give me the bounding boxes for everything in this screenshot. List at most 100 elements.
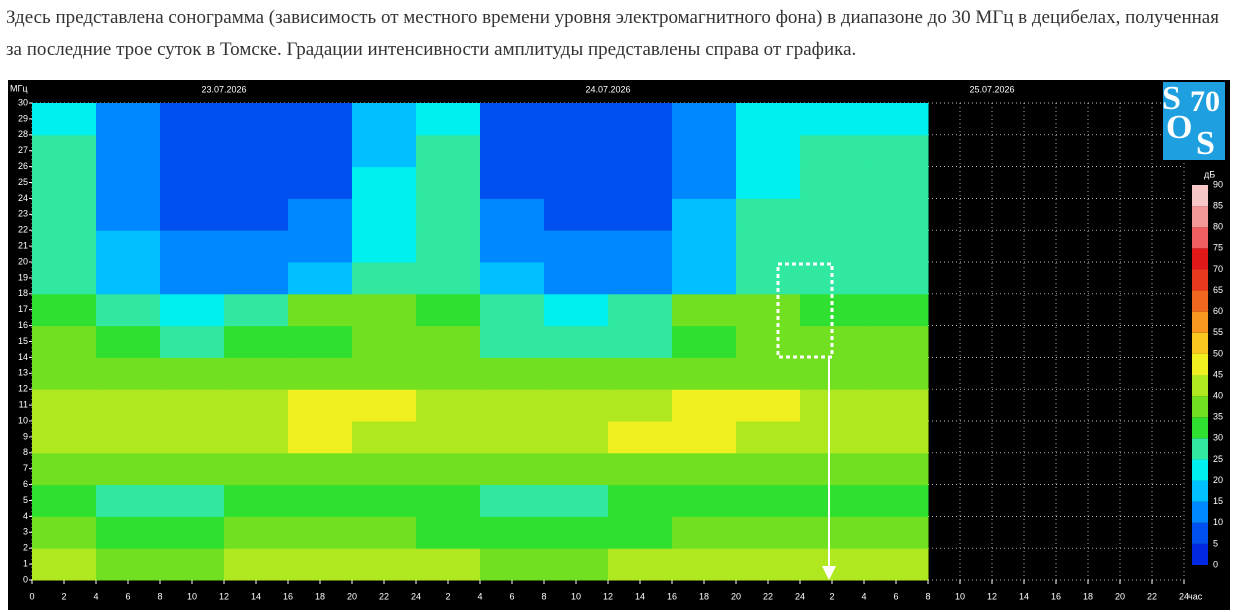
x-tick-label: 16 bbox=[667, 591, 677, 601]
x-tick-label: 24 bbox=[1179, 591, 1189, 601]
heatmap-cell bbox=[352, 452, 417, 486]
heatmap-cell bbox=[416, 357, 481, 390]
x-tick-label: 14 bbox=[1019, 591, 1029, 601]
heatmap-cell bbox=[416, 230, 481, 263]
colorbar-label: 30 bbox=[1213, 433, 1223, 443]
x-tick-label: 14 bbox=[635, 591, 645, 601]
x-tick-label: 4 bbox=[477, 591, 482, 601]
colorbar-swatch bbox=[1192, 227, 1208, 249]
y-tick-label: 27 bbox=[18, 145, 28, 155]
heatmap-cell bbox=[480, 484, 545, 517]
date-label: 23.07.2026 bbox=[201, 84, 246, 94]
heatmap-cell bbox=[608, 166, 673, 199]
heatmap-cell bbox=[480, 389, 545, 422]
heatmap-cell bbox=[800, 230, 865, 263]
heatmap-cell bbox=[160, 357, 225, 390]
heatmap-cell bbox=[352, 516, 417, 549]
x-tick-label: 6 bbox=[509, 591, 514, 601]
heatmap-cell bbox=[288, 134, 353, 168]
heatmap-cell bbox=[864, 452, 929, 486]
heatmap-cell bbox=[224, 293, 289, 327]
heatmap-cell bbox=[32, 134, 97, 168]
heatmap-cell bbox=[800, 357, 865, 390]
y-tick-label: 1 bbox=[23, 558, 28, 568]
y-tick-label: 29 bbox=[18, 113, 28, 123]
heatmap-cell bbox=[32, 421, 97, 454]
heatmap-cell bbox=[224, 262, 289, 295]
heatmap-cell bbox=[32, 166, 97, 199]
colorbar-swatch bbox=[1192, 332, 1208, 354]
y-tick-label: 24 bbox=[18, 193, 28, 203]
heatmap-cell bbox=[864, 484, 929, 517]
heatmap-cell bbox=[544, 134, 609, 168]
heatmap-cell bbox=[480, 325, 545, 358]
heatmap-cell bbox=[160, 198, 225, 231]
x-tick-label: 4 bbox=[93, 591, 98, 601]
heatmap-cell bbox=[800, 548, 865, 581]
x-tick-label: 22 bbox=[763, 591, 773, 601]
heatmap-cell bbox=[288, 421, 353, 454]
x-tick-label: 10 bbox=[571, 591, 581, 601]
y-tick-label: 3 bbox=[23, 527, 28, 537]
heatmap-cell bbox=[288, 389, 353, 422]
heatmap-cell bbox=[224, 421, 289, 454]
y-tick-label: 9 bbox=[23, 431, 28, 441]
heatmap-cell bbox=[224, 166, 289, 199]
heatmap-cell bbox=[800, 516, 865, 549]
y-tick-label: 10 bbox=[18, 415, 28, 425]
heatmap-cell bbox=[864, 293, 929, 327]
y-tick-label: 25 bbox=[18, 177, 28, 187]
colorbar-label: 50 bbox=[1213, 348, 1223, 358]
colorbar-label: 75 bbox=[1213, 243, 1223, 253]
colorbar-label: 35 bbox=[1213, 412, 1223, 422]
heatmap-cell bbox=[544, 325, 609, 358]
heatmap-cell bbox=[96, 389, 161, 422]
colorbar-label: 60 bbox=[1213, 306, 1223, 316]
heatmap-cell bbox=[672, 198, 737, 231]
heatmap-cell bbox=[736, 421, 801, 454]
x-tick-label: 18 bbox=[699, 591, 709, 601]
x-tick-label: 6 bbox=[893, 591, 898, 601]
colorbar-swatch bbox=[1192, 353, 1208, 375]
heatmap-cell bbox=[672, 166, 737, 199]
heatmap-cell bbox=[352, 230, 417, 263]
heatmap-cell bbox=[800, 166, 865, 199]
heatmap-cell bbox=[672, 103, 737, 136]
heatmap-cell bbox=[864, 103, 929, 136]
heatmap-cell bbox=[864, 357, 929, 390]
heatmap-cell bbox=[288, 325, 353, 358]
x-tick-label: 16 bbox=[283, 591, 293, 601]
x-tick-label: 12 bbox=[987, 591, 997, 601]
heatmap-cell bbox=[608, 484, 673, 517]
x-axis-label: час bbox=[1188, 591, 1203, 601]
heatmap-cell bbox=[864, 548, 929, 581]
colorbar-label: 5 bbox=[1213, 538, 1218, 548]
heatmap-cell bbox=[480, 516, 545, 549]
heatmap-cell bbox=[800, 421, 865, 454]
y-tick-label: 4 bbox=[23, 511, 28, 521]
heatmap-cell bbox=[672, 389, 737, 422]
heatmap-cell bbox=[32, 103, 97, 136]
colorbar-label: 45 bbox=[1213, 369, 1223, 379]
colorbar-swatch bbox=[1192, 206, 1208, 228]
x-tick-label: 14 bbox=[251, 591, 261, 601]
heatmap-cell bbox=[288, 357, 353, 390]
colorbar-swatch bbox=[1192, 501, 1208, 523]
heatmap-cell bbox=[96, 134, 161, 168]
y-tick-label: 19 bbox=[18, 272, 28, 282]
heatmap-cell bbox=[544, 103, 609, 136]
heatmap-cell bbox=[32, 230, 97, 263]
x-tick-label: 22 bbox=[379, 591, 389, 601]
heatmap-cell bbox=[288, 484, 353, 517]
heatmap-cell bbox=[32, 357, 97, 390]
heatmap-cell bbox=[416, 134, 481, 168]
heatmap-cell bbox=[32, 198, 97, 231]
heatmap-cell bbox=[416, 484, 481, 517]
heatmap-cell bbox=[160, 484, 225, 517]
heatmap-cell bbox=[544, 230, 609, 263]
x-tick-label: 20 bbox=[1115, 591, 1125, 601]
heatmap-cell bbox=[416, 103, 481, 136]
colorbar-swatch bbox=[1192, 417, 1208, 439]
heatmap-cell bbox=[608, 357, 673, 390]
